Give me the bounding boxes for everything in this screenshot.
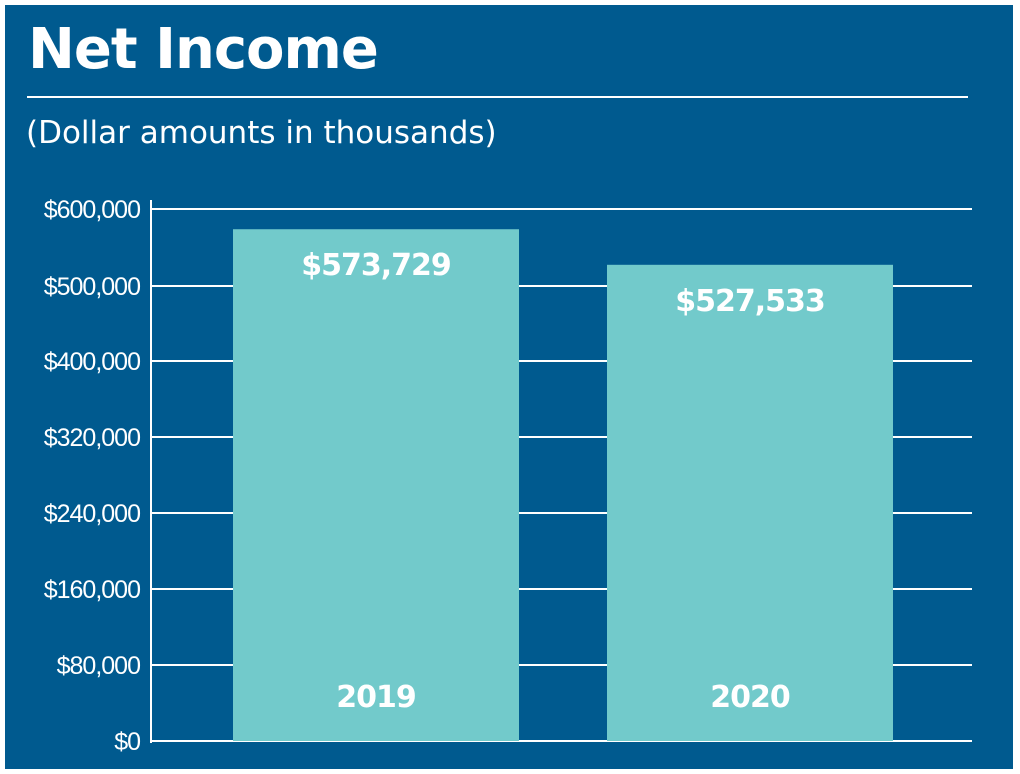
bar-2020 (607, 264, 893, 741)
y-tick-label-7: $600,000 (44, 196, 140, 224)
bar-value-label-2019: $573,729 (301, 248, 451, 283)
y-tick-label-3: $240,000 (44, 500, 140, 528)
chart-subtitle: (Dollar amounts in thousands) (26, 115, 497, 151)
y-tick-label-4: $320,000 (44, 424, 140, 452)
chart-title: Net Income (28, 17, 379, 82)
bar-value-label-2020: $527,533 (675, 284, 825, 319)
title-divider (27, 96, 968, 98)
y-tick-label-1: $80,000 (57, 652, 140, 680)
y-tick-label-2: $160,000 (44, 576, 140, 604)
bar-2019 (233, 229, 519, 741)
y-tick-label-6: $500,000 (44, 273, 140, 301)
y-tick-label-0: $0 (114, 728, 140, 756)
x-tick-label-2019: 2019 (336, 680, 416, 715)
x-tick-label-2020: 2020 (710, 680, 790, 715)
y-tick-label-5: $400,000 (44, 348, 140, 376)
